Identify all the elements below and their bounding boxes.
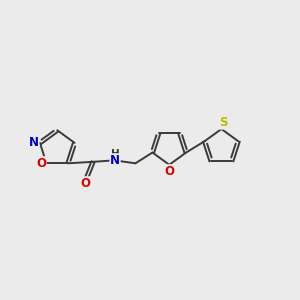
Text: N: N	[29, 136, 39, 149]
Text: O: O	[80, 177, 90, 190]
Text: H: H	[111, 149, 119, 159]
Text: O: O	[164, 165, 174, 178]
Text: N: N	[110, 154, 120, 167]
Text: S: S	[219, 116, 227, 129]
Text: O: O	[36, 157, 46, 170]
